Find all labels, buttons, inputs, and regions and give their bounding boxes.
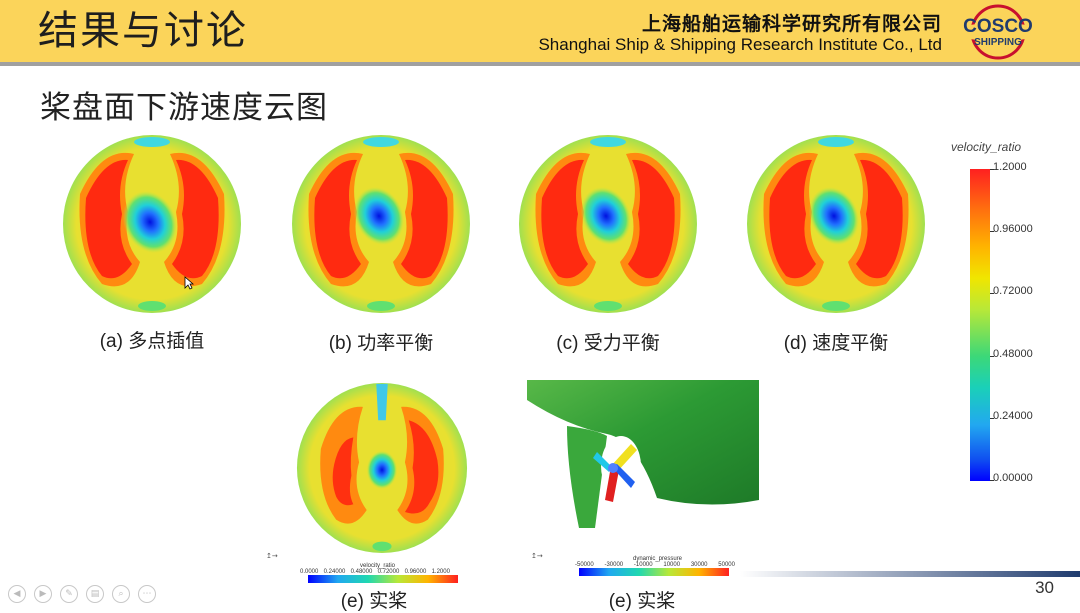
presenter-nav: ◀ ▶ ✎ ▤ ⌕ ⋯ [8,585,156,603]
hull-stern-render [527,380,759,528]
nav-more-icon[interactable]: ⋯ [138,585,156,603]
mini-tick-label: -30000 [604,562,624,568]
caption-d: (d) 速度平衡 [783,333,889,354]
mini-tick-label: -50000 [575,562,594,568]
mini-legend-ticks: 0.0000 0.24000 0.48000 0.72000 0.96000 1… [300,569,450,575]
header-divider [0,62,1080,66]
velocity-contour-e [296,382,468,554]
mini-tick-label: 0.24000 [323,569,346,575]
slide-subtitle: 桨盘面下游速度云图 [40,90,328,126]
mini-colorbar [579,568,729,576]
mini-tick-label: 30000 [690,562,708,568]
legend-tick-mark [990,356,994,357]
legend-colorbar [970,169,990,481]
caption-e2: (e) 实桨 [608,591,676,612]
legend-tick-label: 1.2000 [993,161,1027,173]
nav-zoom-icon[interactable]: ⌕ [112,585,130,603]
caption-c: (c) 受力平衡 [556,333,660,354]
legend-tick-label: 0.72000 [993,285,1033,297]
real-propeller-velocity-panel: ↥→ velocity_ratio 0.0000 0.24000 0.48000… [252,380,496,586]
mini-legend-ticks: -50000 -30000 -10000 10000 30000 50000 [575,562,735,568]
mini-tick-label: 10000 [663,562,681,568]
caption-b: (b) 功率平衡 [328,333,434,354]
mini-tick-label: 1.2000 [431,569,450,575]
legend-tick-label: 0.48000 [993,348,1033,360]
logo-text-1: COSCO [963,16,1033,37]
cosco-logo: COSCO SHIPPING [954,4,1042,60]
legend-tick-mark [990,480,994,481]
mini-tick-label: 0.48000 [350,569,373,575]
legend-tick-label: 0.96000 [993,223,1033,235]
caption-a: (a) 多点插值 [99,331,205,352]
velocity-contour-c [519,135,697,313]
nav-pen-icon[interactable]: ✎ [60,585,78,603]
logo-text-2: SHIPPING [974,37,1022,48]
legend-tick-mark [990,418,994,419]
velocity-contour-b [292,135,470,313]
legend-tick-label: 0.24000 [993,410,1033,422]
mini-tick-label: 50000 [718,562,735,568]
nav-menu-icon[interactable]: ▤ [86,585,104,603]
axis-triad-icon: ↥→ [266,552,278,560]
mini-colorbar [308,575,458,583]
axis-triad-icon: ↥→ [531,552,543,560]
velocity-contour-a [63,135,241,313]
mini-legend-title: velocity_ratio [360,563,396,569]
legend-tick-mark [990,293,994,294]
cursor-icon [184,276,194,290]
velocity-legend: velocity_ratio 1.2000 0.96000 0.72000 0.… [943,136,1043,496]
mini-tick-label: 0.96000 [404,569,427,575]
legend-tick-mark [990,169,994,170]
nav-next-icon[interactable]: ▶ [34,585,52,603]
real-propeller-pressure-panel: ↥→ dynamic_pressure -50000 -30000 -10000… [523,380,759,580]
page-number: 30 [1035,578,1054,597]
mini-legend-title: dynamic_pressure [633,556,683,562]
mini-tick-label: 0.72000 [377,569,400,575]
org-name-en: Shanghai Ship & Shipping Research Instit… [538,35,942,54]
header-bar: 结果与讨论 上海船舶运输科学研究所有限公司 Shanghai Ship & Sh… [0,0,1080,62]
legend-title: velocity_ratio [951,140,1022,154]
legend-tick-label: 0.00000 [993,472,1033,484]
mini-tick-label: 0.0000 [300,569,319,575]
org-name-cn: 上海船舶运输科学研究所有限公司 [641,13,942,35]
mini-tick-label: -10000 [633,562,653,568]
velocity-contour-d [747,135,925,313]
nav-prev-icon[interactable]: ◀ [8,585,26,603]
caption-e1: (e) 实桨 [340,591,408,612]
footer-strip [740,571,1080,577]
legend-tick-mark [990,231,994,232]
header-title: 结果与讨论 [38,8,248,54]
